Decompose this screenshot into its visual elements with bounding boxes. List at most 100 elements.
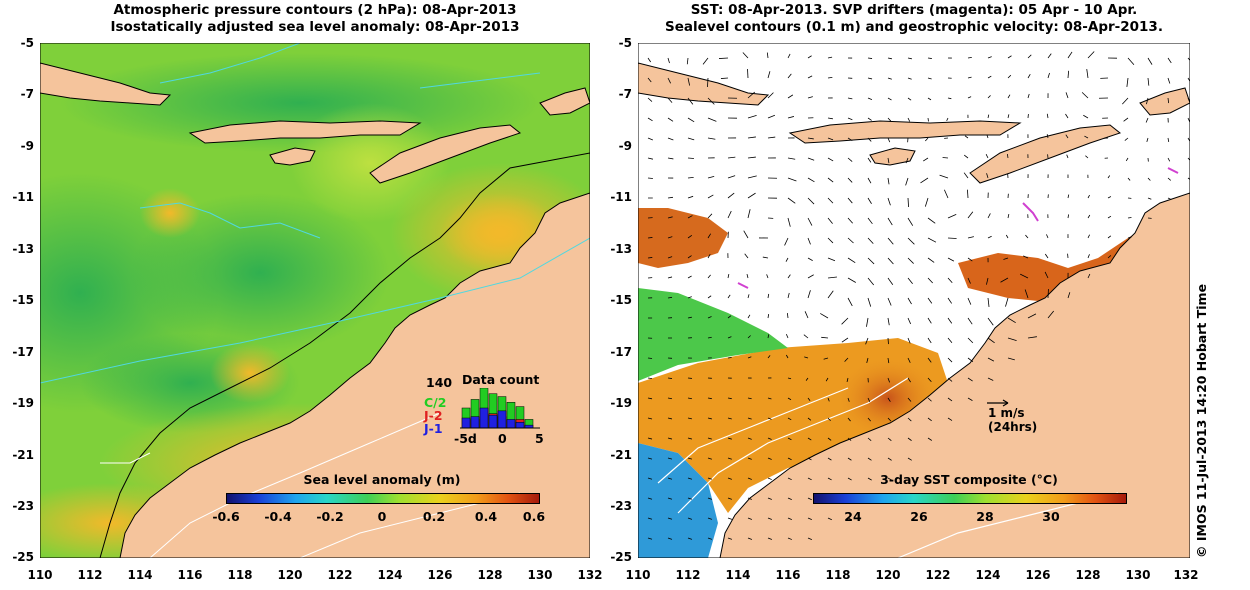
- velocity-arrow: [967, 377, 973, 382]
- velocity-arrow: [667, 276, 673, 279]
- velocity-arrow: [767, 437, 772, 440]
- velocity-arrow: [947, 257, 955, 262]
- velocity-arrow: [867, 277, 875, 286]
- velocity-arrow: [987, 114, 990, 119]
- velocity-arrow: [727, 273, 730, 279]
- lat-tick: -19: [610, 396, 632, 410]
- velocity-arrow: [747, 136, 756, 139]
- left-cbar-tick: 0: [377, 509, 387, 524]
- velocity-arrow: [1124, 137, 1129, 141]
- velocity-arrow: [720, 77, 729, 79]
- velocity-arrow: [687, 235, 693, 239]
- velocity-arrow: [727, 397, 732, 400]
- velocity-arrow: [667, 97, 673, 103]
- lon-tick: 118: [825, 568, 851, 582]
- velocity-arrow: [785, 354, 789, 359]
- lat-tick: -15: [610, 293, 632, 307]
- velocity-arrow: [767, 417, 772, 420]
- velocity-arrow: [803, 334, 809, 339]
- velocity-arrow: [702, 57, 709, 65]
- sst-green-west: [638, 288, 788, 381]
- velocity-arrow: [847, 437, 852, 441]
- velocity-arrow: [847, 397, 850, 402]
- pressure-contour-3: [419, 72, 541, 89]
- velocity-arrow: [1065, 113, 1069, 119]
- velocity-arrow: [907, 197, 909, 208]
- velocity-arrow: [1167, 137, 1170, 142]
- velocity-arrow: [1107, 196, 1112, 199]
- velocity-arrow: [907, 417, 912, 422]
- velocity-scale-arrow: [987, 399, 1009, 407]
- left-map: [40, 43, 590, 558]
- velocity-arrow: [944, 189, 949, 199]
- right-map: [638, 43, 1190, 558]
- velocity-arrow: [841, 317, 849, 325]
- legend-c2: C/2: [424, 395, 447, 410]
- dc-tick-5: 5: [535, 431, 544, 446]
- velocity-arrow: [767, 334, 770, 339]
- velocity-arrow: [1027, 93, 1030, 99]
- velocity-arrow: [827, 117, 833, 120]
- velocity-arrow: [1147, 77, 1150, 86]
- velocity-arrow: [827, 76, 833, 79]
- velocity-arrow: [766, 274, 769, 279]
- velocity-arrow: [987, 357, 995, 362]
- java-island-right: [638, 62, 770, 106]
- velocity-arrow: [887, 397, 891, 402]
- right-cbar-tick: 26: [910, 509, 928, 524]
- pressure-contour-2: [159, 43, 301, 84]
- velocity-arrow: [707, 137, 716, 140]
- velocity-arrow: [1005, 234, 1009, 239]
- velocity-arrow: [967, 76, 972, 79]
- velocity-arrow: [707, 477, 713, 480]
- velocity-arrow: [667, 296, 673, 299]
- velocity-arrow: [647, 517, 653, 520]
- velocity-arrow: [1067, 70, 1070, 79]
- velocity-arrow: [827, 457, 832, 461]
- velocity-arrow: [887, 137, 891, 143]
- sst-cool-southwest: [638, 443, 718, 558]
- velocity-arrow: [887, 197, 891, 206]
- velocity-arrow: [1005, 297, 1009, 307]
- velocity-arrow: [647, 237, 653, 239]
- velocity-arrow: [907, 457, 912, 461]
- velocity-arrow: [667, 57, 670, 64]
- lon-tick: 122: [327, 568, 353, 582]
- right-colorbar-title: 3-day SST composite (°C): [880, 472, 1058, 487]
- velocity-arrow: [805, 377, 809, 381]
- velocity-arrow: [827, 137, 834, 141]
- left-map-title-line2: Isostatically adjusted sea level anomaly…: [110, 19, 520, 35]
- velocity-arrow: [1127, 236, 1132, 239]
- velocity-arrow: [967, 357, 974, 363]
- pressure-contour-4: [139, 202, 321, 239]
- velocity-arrow: [987, 337, 995, 344]
- velocity-arrow: [647, 417, 653, 420]
- lon-tick: 112: [77, 568, 103, 582]
- velocity-arrow: [866, 317, 869, 327]
- velocity-arrow: [804, 356, 809, 359]
- velocity-arrow: [807, 477, 812, 481]
- velocity-arrow: [967, 317, 973, 325]
- velocity-arrow: [847, 97, 853, 100]
- velocity-arrow: [727, 315, 732, 319]
- velocity-arrow: [787, 397, 792, 401]
- velocity-arrow: [747, 517, 753, 520]
- velocity-arrow: [865, 337, 869, 345]
- velocity-arrow: [867, 477, 872, 481]
- velocity-arrow: [1025, 234, 1029, 239]
- velocity-arrow: [1147, 197, 1152, 200]
- velocity-arrow: [807, 75, 813, 79]
- velocity-arrow: [827, 397, 830, 402]
- left-colorbar-title: Sea level anomaly (m): [303, 472, 461, 487]
- velocity-arrow: [867, 177, 872, 184]
- velocity-arrow: [967, 189, 969, 199]
- velocity-arrow: [867, 437, 872, 441]
- velocity-arrow: [667, 517, 673, 520]
- lat-tick: -13: [610, 242, 632, 256]
- lat-tick: -17: [610, 345, 632, 359]
- right-map-title-line2: Sealevel contours (0.1 m) and geostrophi…: [665, 19, 1163, 35]
- velocity-arrow: [647, 137, 654, 141]
- velocity-arrow: [707, 213, 713, 219]
- lat-tick: -17: [12, 345, 34, 359]
- velocity-arrow: [707, 316, 712, 319]
